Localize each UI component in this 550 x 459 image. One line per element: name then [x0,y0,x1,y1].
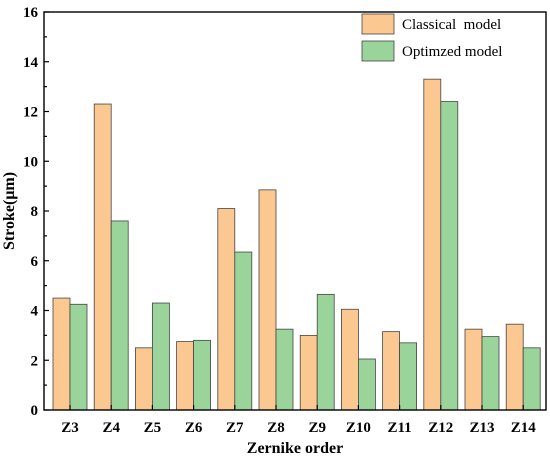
y-tick-label-6: 6 [31,254,39,270]
legend-label-classical: Classical model [402,17,501,33]
y-tick-label-2: 2 [31,353,39,369]
bar-optimized-z12 [440,101,459,411]
y-tick-label-10: 10 [23,154,38,170]
x-tick-label-z13: Z13 [469,420,494,436]
bar-classical-z5 [134,347,153,411]
bar-optimized-z4 [110,220,129,411]
bars-group [52,78,541,411]
bar-optimized-z8 [275,328,294,411]
x-tick-label-z14: Z14 [511,420,537,436]
x-axis-label: Zernike order [247,440,343,457]
bar-optimized-z6 [193,339,212,411]
legend-swatch-classical [361,13,395,35]
y-tick-label-8: 8 [31,204,39,220]
bar-optimized-z3 [69,303,88,411]
x-tick-label-z11: Z11 [388,420,412,436]
bar-classical-z14 [505,323,524,411]
bar-optimized-z10 [357,358,376,411]
legend-label-optimized: Optimzed model [402,44,502,60]
bar-optimized-z9 [316,293,335,411]
y-tick-label-16: 16 [23,5,39,21]
x-ticks-group: Z3 Z4 Z5 Z6 Z7 Z8 Z9 Z10 Z11 Z12 Z13 Z14 [61,405,536,436]
bar-classical-z4 [93,103,112,411]
y-ticks-group: 0 2 4 6 8 10 12 14 16 [23,5,49,419]
x-tick-label-z5: Z5 [144,420,162,436]
bar-optimized-z11 [399,342,418,411]
y-axis-label: Stroke(μm) [1,172,18,250]
bar-classical-z9 [299,334,318,411]
bar-classical-z13 [464,328,483,411]
bar-optimized-z5 [151,302,170,411]
bar-optimized-z7 [234,251,253,411]
legend-swatch-optimized [361,40,395,62]
bar-classical-z7 [217,208,236,411]
bar-classical-z12 [423,78,442,411]
bar-classical-z10 [340,308,359,411]
bar-optimized-z13 [481,336,500,411]
bar-classical-z3 [52,297,71,411]
y-tick-label-4: 4 [31,304,39,320]
bar-classical-z6 [176,341,195,411]
bar-classical-z11 [382,331,401,411]
x-tick-label-z12: Z12 [428,420,453,436]
bar-classical-z8 [258,189,277,411]
x-tick-label-z4: Z4 [102,420,120,436]
bar-optimized-z14 [522,347,541,411]
x-tick-label-z3: Z3 [61,420,79,436]
x-tick-label-z10: Z10 [346,420,371,436]
y-tick-label-14: 14 [23,55,39,71]
y-tick-label-0: 0 [31,403,39,419]
y-tick-label-12: 12 [23,105,38,121]
legend: Classical model Optimzed model [361,13,502,62]
x-tick-label-z6: Z6 [185,420,203,436]
x-tick-label-z9: Z9 [308,420,326,436]
x-tick-label-z7: Z7 [226,420,244,436]
plot-frame [43,11,547,411]
x-tick-label-z8: Z8 [267,420,285,436]
